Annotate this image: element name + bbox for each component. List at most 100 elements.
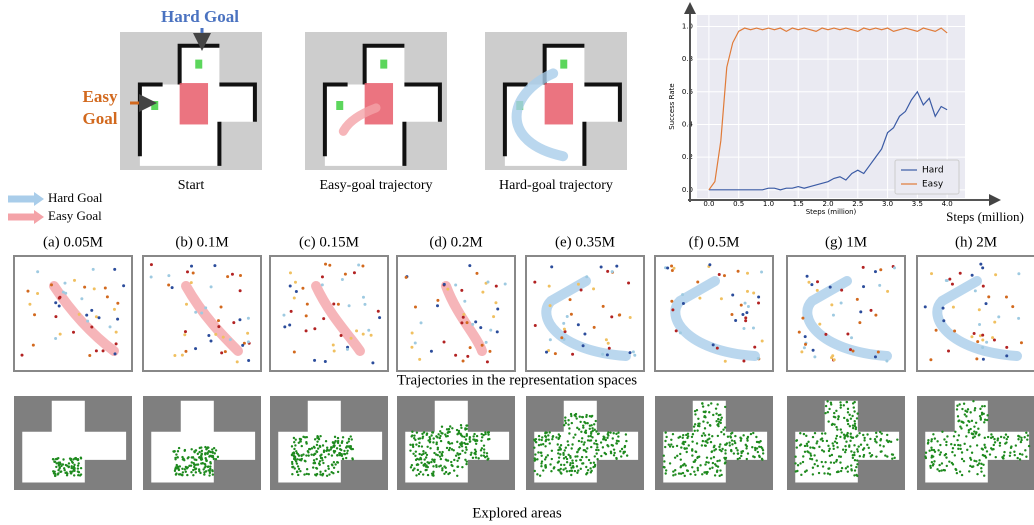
- explored-point: [175, 453, 177, 455]
- explored-point: [73, 474, 75, 476]
- embedding-point: [807, 281, 810, 284]
- explored-point: [190, 448, 192, 450]
- explored-point: [844, 445, 846, 447]
- embedding-point: [696, 280, 699, 283]
- explored-point: [580, 468, 582, 470]
- explored-point: [721, 448, 723, 450]
- explored-point: [613, 448, 615, 450]
- explored-point: [540, 465, 542, 467]
- embedding-point: [436, 299, 439, 302]
- explored-point: [313, 459, 315, 461]
- explored-point: [839, 406, 841, 408]
- explored-point: [718, 475, 720, 477]
- explored-point: [294, 467, 296, 469]
- explored-point: [324, 470, 326, 472]
- explored-point: [317, 447, 319, 449]
- explored-point: [190, 465, 192, 467]
- explored-point: [316, 467, 318, 469]
- explored-point: [339, 448, 341, 450]
- explored-point: [852, 427, 854, 429]
- explored-point: [800, 443, 802, 445]
- explored-point: [488, 431, 490, 433]
- explored-point: [198, 451, 200, 453]
- explored-point: [820, 438, 822, 440]
- embedding-point: [533, 281, 536, 284]
- embedding-point: [488, 350, 491, 353]
- explored-point: [173, 451, 175, 453]
- easy-goal-marker: [151, 101, 158, 110]
- explored-point: [691, 454, 693, 456]
- embedding-point: [200, 311, 203, 314]
- embedding-point: [95, 315, 98, 318]
- explored-point: [294, 444, 296, 446]
- explored-point: [315, 458, 317, 460]
- explored-point: [217, 456, 219, 458]
- explored-point: [203, 471, 205, 473]
- explored-point: [432, 441, 434, 443]
- explored-point: [724, 406, 726, 408]
- embedding-point: [879, 268, 882, 271]
- explored-point: [544, 465, 546, 467]
- explored-point: [298, 442, 300, 444]
- explored-point: [856, 448, 858, 450]
- explored-point: [192, 469, 194, 471]
- embedding-point: [948, 278, 951, 281]
- explored-point: [891, 453, 893, 455]
- explored-point: [417, 469, 419, 471]
- explored-point: [57, 469, 59, 471]
- embedding-point: [858, 321, 861, 324]
- explored-point: [594, 464, 596, 466]
- explored-point: [870, 455, 872, 457]
- explored-point: [730, 432, 732, 434]
- panel-caption: Hard-goal trajectory: [499, 178, 613, 193]
- explored-point: [980, 470, 982, 472]
- explored-point: [419, 471, 421, 473]
- embedding-point: [670, 265, 673, 268]
- explored-point: [953, 435, 955, 437]
- explored-point: [410, 466, 412, 468]
- explored-point: [672, 474, 674, 476]
- explored-point: [719, 443, 721, 445]
- embedding-point: [878, 284, 881, 287]
- explored-point: [585, 450, 587, 452]
- explored-point: [740, 440, 742, 442]
- embedding-point: [333, 350, 336, 353]
- explored-point: [800, 474, 802, 476]
- explored-point: [625, 433, 627, 435]
- explored-point: [293, 448, 295, 450]
- explored-point: [665, 472, 667, 474]
- embedding-point: [723, 274, 726, 277]
- explored-point: [302, 453, 304, 455]
- explored-point: [704, 411, 706, 413]
- explored-point: [574, 470, 576, 472]
- explored-point: [304, 460, 306, 462]
- explored-point: [439, 451, 441, 453]
- embedding-point: [209, 339, 212, 342]
- embedding-point: [831, 354, 834, 357]
- explored-point: [812, 436, 814, 438]
- explored-point: [63, 469, 65, 471]
- explored-point: [322, 462, 324, 464]
- explored-point: [547, 454, 549, 456]
- embedding-point: [469, 346, 472, 349]
- explored-point: [946, 435, 948, 437]
- embedding-point: [832, 314, 835, 317]
- explored-point: [856, 463, 858, 465]
- embedding-point: [231, 273, 234, 276]
- explored-point: [430, 434, 432, 436]
- explored-point: [77, 467, 79, 469]
- explored-point: [575, 459, 577, 461]
- embedding-point: [90, 325, 93, 328]
- embedding-point: [62, 291, 65, 294]
- explored-point: [924, 455, 926, 457]
- explored-point: [702, 405, 704, 407]
- embedding-point: [816, 280, 819, 283]
- embedding-point: [496, 307, 499, 310]
- explored-point: [830, 403, 832, 405]
- explored-point: [847, 408, 849, 410]
- embedding-point: [929, 358, 932, 361]
- explored-point: [201, 453, 203, 455]
- explored-point: [847, 465, 849, 467]
- explored-point: [796, 446, 798, 448]
- explored-point: [978, 462, 980, 464]
